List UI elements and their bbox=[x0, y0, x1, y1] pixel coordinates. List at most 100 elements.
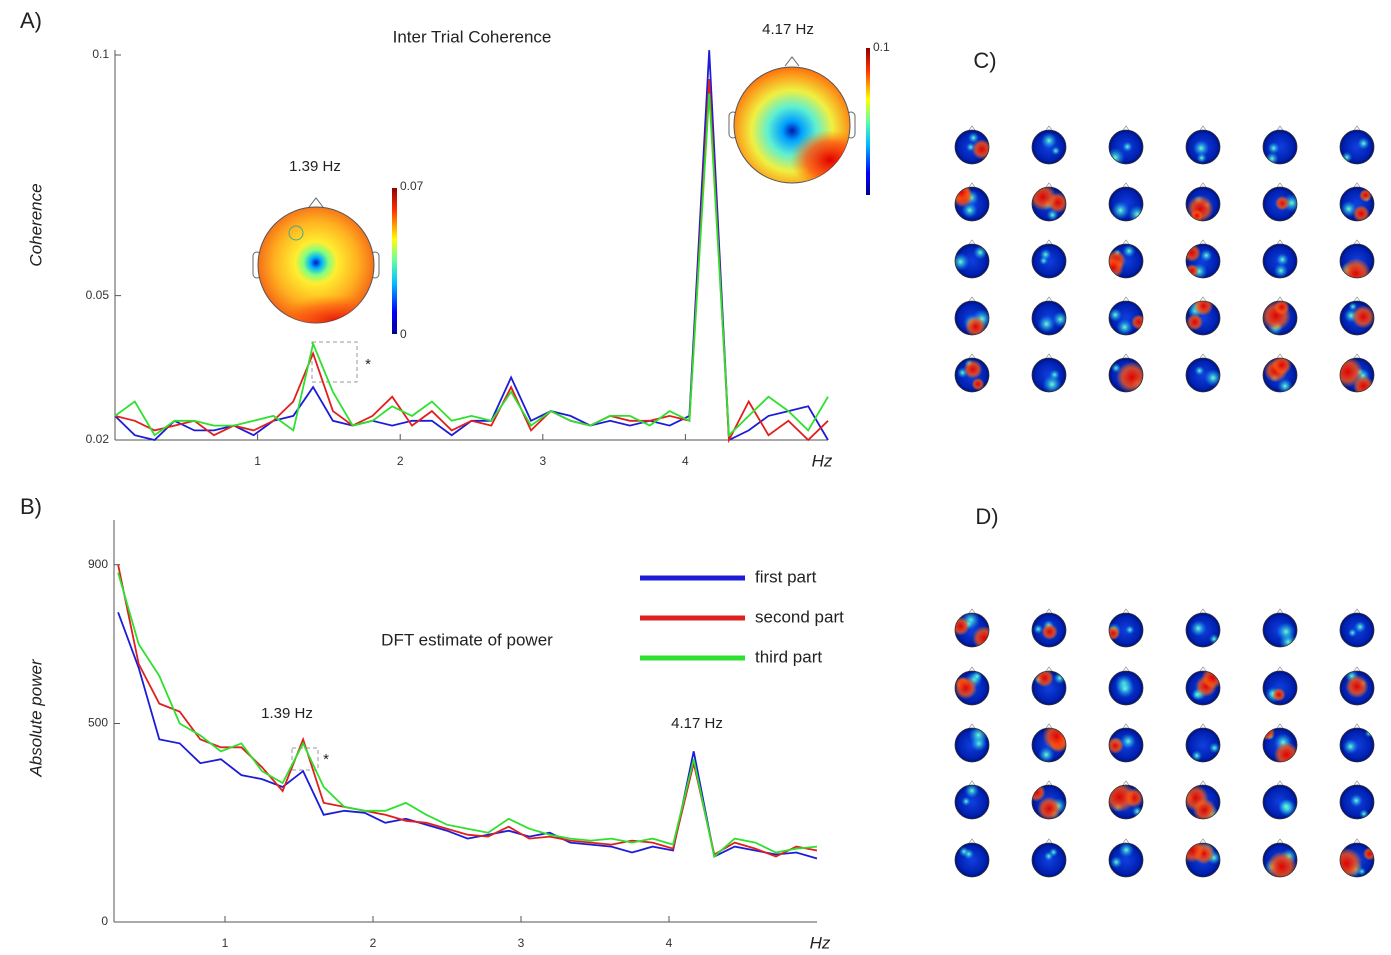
nose bbox=[1046, 183, 1052, 187]
topomap bbox=[952, 240, 989, 278]
nose bbox=[1277, 781, 1283, 785]
spot bbox=[1345, 675, 1368, 698]
spot bbox=[1354, 621, 1366, 633]
nose bbox=[1200, 354, 1206, 358]
x-tick-label: 1 bbox=[254, 454, 261, 468]
panel-label: B) bbox=[20, 494, 42, 519]
spot bbox=[1111, 201, 1129, 219]
nose bbox=[1123, 839, 1129, 843]
topomap bbox=[1186, 609, 1220, 647]
topomap bbox=[1179, 838, 1221, 877]
spot bbox=[1038, 315, 1055, 332]
spot bbox=[1191, 750, 1202, 761]
spot bbox=[1359, 189, 1372, 202]
topomap bbox=[1029, 183, 1068, 221]
nose bbox=[969, 724, 975, 728]
spot bbox=[1274, 264, 1288, 278]
spot bbox=[951, 617, 970, 636]
topomap bbox=[954, 667, 989, 705]
spot bbox=[1193, 296, 1213, 316]
topomap bbox=[1032, 126, 1066, 164]
nose bbox=[1123, 667, 1129, 671]
topomap bbox=[1261, 297, 1297, 335]
panel-label: D) bbox=[975, 504, 998, 529]
nose bbox=[1354, 297, 1360, 301]
topomap-spots bbox=[1179, 838, 1221, 865]
topomap bbox=[955, 354, 989, 392]
spot bbox=[964, 360, 983, 379]
spot bbox=[1131, 315, 1146, 330]
nose bbox=[1123, 724, 1129, 728]
nose bbox=[969, 781, 975, 785]
chart-title: Inter Trial Coherence bbox=[393, 27, 552, 46]
nose bbox=[1200, 126, 1206, 130]
spot bbox=[1272, 688, 1285, 701]
topomap bbox=[1105, 126, 1143, 167]
nose bbox=[1046, 297, 1052, 301]
nose bbox=[1200, 297, 1206, 301]
topomap bbox=[1109, 667, 1143, 705]
nose bbox=[1354, 781, 1360, 785]
topomap bbox=[1263, 667, 1297, 705]
annotation: 1.39 Hz bbox=[261, 705, 313, 722]
panel-label: C) bbox=[973, 48, 996, 73]
x-tick-label: 4 bbox=[682, 454, 689, 468]
spot bbox=[1193, 799, 1216, 822]
annotation: 4.17 Hz bbox=[762, 21, 814, 38]
y-tick-label: 500 bbox=[88, 716, 108, 730]
spot bbox=[954, 677, 977, 700]
spot bbox=[1108, 308, 1122, 322]
topomap-spots bbox=[1187, 195, 1214, 222]
series-line bbox=[115, 79, 828, 440]
spot bbox=[1277, 622, 1296, 641]
topomap bbox=[955, 724, 989, 762]
x-tick-label: 2 bbox=[397, 454, 404, 468]
colorbar-label: 0 bbox=[400, 327, 407, 341]
topomap bbox=[1186, 183, 1220, 222]
panel-label: A) bbox=[20, 8, 42, 33]
spot bbox=[1274, 300, 1289, 315]
annotation: * bbox=[323, 751, 329, 768]
spot bbox=[1353, 205, 1370, 222]
nose bbox=[1277, 183, 1283, 187]
x-tick-label: 3 bbox=[518, 936, 525, 950]
nose bbox=[1046, 126, 1052, 130]
x-tick-label: 4 bbox=[666, 936, 673, 950]
x-axis-label: Hz bbox=[812, 451, 833, 470]
nose bbox=[1046, 667, 1052, 671]
topomap bbox=[1109, 183, 1146, 223]
nose bbox=[1123, 126, 1129, 130]
spot bbox=[1054, 672, 1066, 684]
nose bbox=[1123, 183, 1129, 187]
y-tick-label: 0.05 bbox=[86, 288, 110, 302]
topomap bbox=[1340, 609, 1374, 647]
topomap bbox=[1332, 354, 1374, 397]
nose bbox=[1277, 667, 1283, 671]
nose bbox=[1046, 609, 1052, 613]
spot bbox=[951, 182, 971, 202]
series-line bbox=[118, 565, 817, 857]
spot bbox=[1103, 257, 1124, 278]
nose bbox=[969, 183, 975, 187]
topomap bbox=[1340, 724, 1374, 762]
nose bbox=[1354, 183, 1360, 187]
nose bbox=[1046, 240, 1052, 244]
topomap bbox=[1186, 667, 1223, 705]
spot bbox=[965, 316, 986, 337]
spot bbox=[1040, 249, 1052, 261]
spot bbox=[1195, 366, 1205, 376]
topomap bbox=[1032, 609, 1066, 647]
topomap bbox=[955, 781, 989, 819]
topomap bbox=[1027, 781, 1066, 821]
annotation: 1.39 Hz bbox=[289, 158, 341, 175]
colorbar-label: 0.07 bbox=[400, 179, 424, 193]
nose bbox=[1123, 297, 1129, 301]
spot bbox=[959, 847, 969, 857]
topomap bbox=[1186, 126, 1220, 164]
spot bbox=[1274, 742, 1299, 767]
topomap bbox=[1107, 724, 1143, 762]
nose bbox=[1123, 240, 1129, 244]
nose bbox=[1200, 667, 1206, 671]
topomap bbox=[1108, 297, 1146, 336]
topomap bbox=[1032, 722, 1071, 762]
